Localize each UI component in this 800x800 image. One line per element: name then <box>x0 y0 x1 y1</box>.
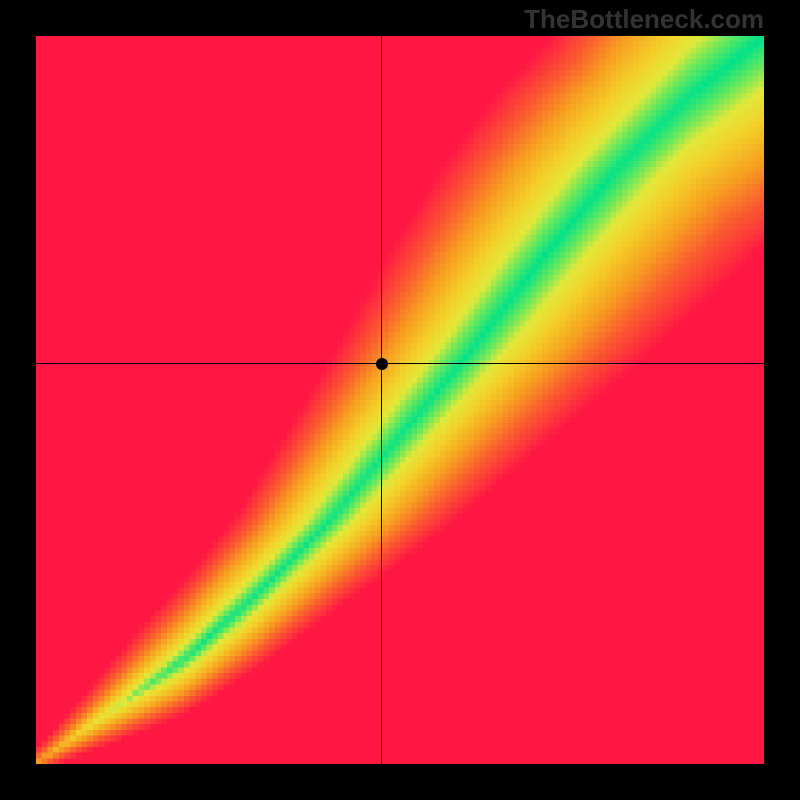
crosshair-marker <box>376 358 388 370</box>
bottleneck-heatmap <box>36 36 764 764</box>
crosshair-vertical <box>381 36 382 764</box>
crosshair-horizontal <box>36 363 764 364</box>
watermark-text: TheBottleneck.com <box>524 4 764 35</box>
